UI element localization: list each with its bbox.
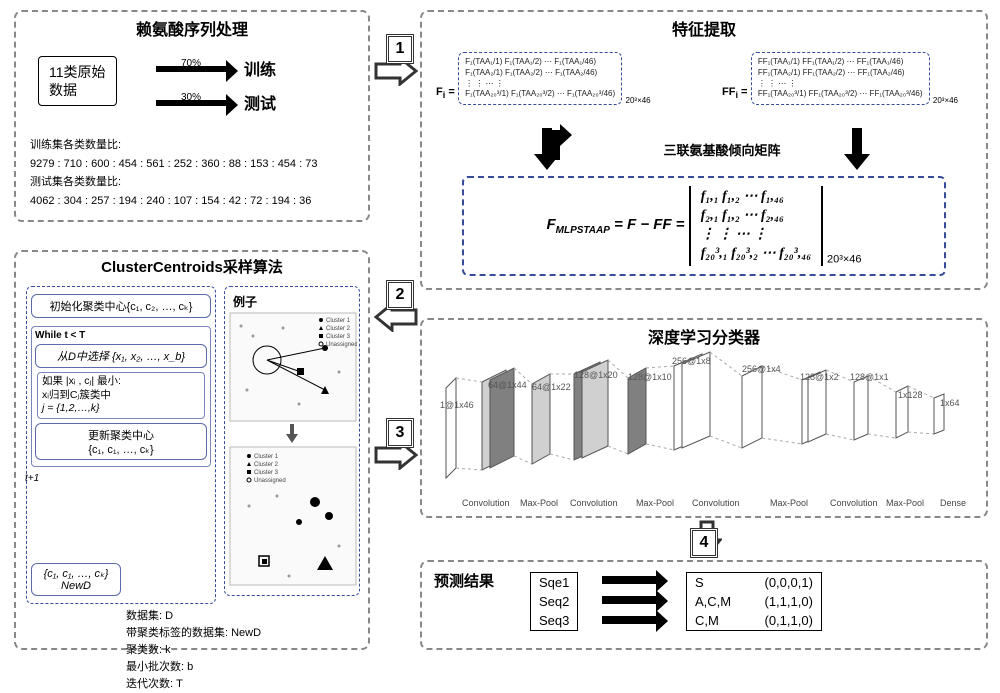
panel-cnn-title: 深度学习分类器 — [422, 320, 986, 350]
cnn-layer-label: 1x64 — [940, 398, 960, 408]
cnn-op-label: Dense — [940, 498, 966, 508]
cnn-op-label: Convolution — [830, 498, 878, 508]
cc-flowchart: 初始化聚类中心{c₁, c₂, …, cₖ} While t < T 从D中选择… — [26, 286, 216, 604]
panel-feature-extraction: 特征提取 Fi = F₁(TAA₁/1) F₁(TAA₁/2) ⋯ F₁(TAA… — [420, 10, 988, 290]
cc-params: 数据集: D 带聚类标签的数据集: NewD 聚类数: k 最小批次数: b 迭… — [126, 608, 261, 693]
taap-title: 三联氨基酸倾向矩阵 — [622, 140, 822, 159]
panel-cc-title: ClusterCentroids采样算法 — [16, 252, 368, 279]
cc-while-label: While t < T — [35, 330, 207, 341]
svg-text:Cluster 3: Cluster 3 — [326, 334, 351, 340]
cnn-layer-label: 64@1x44 — [488, 380, 527, 390]
panel-feat-title: 特征提取 — [422, 12, 986, 42]
panel-pred-title: 预测结果 — [434, 570, 494, 591]
panel-cluster-centroids: ClusterCentroids采样算法 初始化聚类中心{c₁, c₂, …, … — [14, 250, 370, 650]
panel-cnn-classifier: 深度学习分类器 — [420, 318, 988, 518]
cc-ifmin-node: 如果 |xᵢ , cⱼ| 最小: xᵢ归到Cⱼ簇类中 j = {1,2,…,k} — [37, 372, 205, 419]
cc-output-node: {c₁, c₁, …, cₖ} NewD — [31, 563, 121, 596]
step-badge: 1 — [386, 34, 414, 64]
step-badge: 3 — [386, 418, 414, 448]
cnn-layer-label: 1x128 — [898, 390, 923, 400]
cnn-architecture-svg — [426, 348, 986, 498]
cnn-op-label: Max-Pool — [770, 498, 808, 508]
cnn-op-label: Max-Pool — [636, 498, 674, 508]
svg-text:Cluster 2: Cluster 2 — [254, 462, 279, 468]
svg-text:Cluster 2: Cluster 2 — [326, 326, 351, 332]
matrix-F: F₁(TAA₁/1) F₁(TAA₁/2) ⋯ F₁(TAA₁/46) F₁(T… — [458, 52, 622, 105]
cnn-layer-label: 128@1x1 — [850, 372, 889, 382]
step-badge: 4 — [690, 528, 718, 558]
panel-sequence-processing: 赖氨酸序列处理 11类原始 数据 70% 训练 30% 测试 训练集各类数量比:… — [14, 10, 370, 222]
big-taap-matrix: FMLPSTAAP = F − FF = f₁,₁ f₁,₂ ⋯ f₁,₄₆ f… — [462, 176, 946, 276]
cnn-layer-label: 256@1x8 — [672, 356, 711, 366]
svg-text:Unassigned: Unassigned — [254, 478, 286, 484]
train-ratio-title: 训练集各类数量比: — [30, 136, 358, 155]
cnn-layer-label: 256@1x4 — [742, 364, 781, 374]
cnn-op-label: Max-Pool — [886, 498, 924, 508]
svg-text:Cluster 3: Cluster 3 — [254, 470, 279, 476]
cnn-layer-label: 128@1x20 — [574, 370, 618, 380]
train-label: 训练 — [244, 56, 276, 80]
test-ratio: 4062 : 304 : 257 : 194 : 240 : 107 : 154… — [30, 192, 358, 211]
cnn-layer-label: 128@1x10 — [628, 372, 672, 382]
cnn-layer-label: 64@1x22 — [532, 382, 571, 392]
cc-scatter-top: Cluster 1 Cluster 2 Cluster 3 Unassigned — [229, 312, 357, 422]
down-arrow-icon — [842, 128, 872, 172]
cnn-op-label: Convolution — [692, 498, 740, 508]
cc-tplus: t+1 — [25, 473, 39, 484]
svg-text:Cluster 1: Cluster 1 — [326, 318, 351, 324]
classes-box: 11类原始 数据 — [38, 56, 117, 106]
panel-prediction-result: 预测结果 Sqe1 Seq2 Seq3 S (0,0,0,1) A,C,M (1… — [420, 560, 988, 650]
down-arrow-icon — [532, 128, 562, 172]
matrix-FF: FF₁(TAA₁/1) FF₁(TAA₁/2) ⋯ FF₁(TAA₁/46) F… — [751, 52, 930, 105]
cnn-op-label: Convolution — [462, 498, 510, 508]
step-badge: 2 — [386, 280, 414, 310]
svg-text:Cluster 1: Cluster 1 — [254, 454, 279, 460]
cc-example: 例子 Cluster 1 Cluster 2 Cluster 3 Unassig… — [224, 286, 360, 596]
train-ratio: 9279 : 710 : 600 : 454 : 561 : 252 : 360… — [30, 155, 358, 174]
cnn-layer-label: 128@1x2 — [800, 372, 839, 382]
cc-init-node: 初始化聚类中心{c₁, c₂, …, cₖ} — [31, 294, 211, 318]
cnn-op-label: Convolution — [570, 498, 618, 508]
test-ratio-title: 测试集各类数量比: — [30, 173, 358, 192]
cc-update-node: 更新聚类中心 {c₁, c₁, …, cₖ} — [35, 423, 207, 460]
panel-seq-title: 赖氨酸序列处理 — [16, 12, 368, 42]
test-label: 测试 — [244, 90, 276, 114]
cc-example-title: 例子 — [229, 291, 355, 312]
down-arrow-icon — [285, 424, 299, 444]
pred-seq-table: Sqe1 Seq2 Seq3 — [530, 572, 578, 631]
svg-text:Unassigned: Unassigned — [326, 342, 357, 348]
pred-result-table: S (0,0,0,1) A,C,M (1,1,1,0) C,M (0,1,1,0… — [686, 572, 822, 631]
cc-scatter-bottom: Cluster 1 Cluster 2 Cluster 3 Unassigned — [229, 446, 357, 586]
cc-select-node: 从D中选择 {x₁, x₂, …, x_b} — [35, 344, 207, 368]
cnn-op-label: Max-Pool — [520, 498, 558, 508]
cnn-layer-label: 1@1x46 — [440, 400, 474, 410]
